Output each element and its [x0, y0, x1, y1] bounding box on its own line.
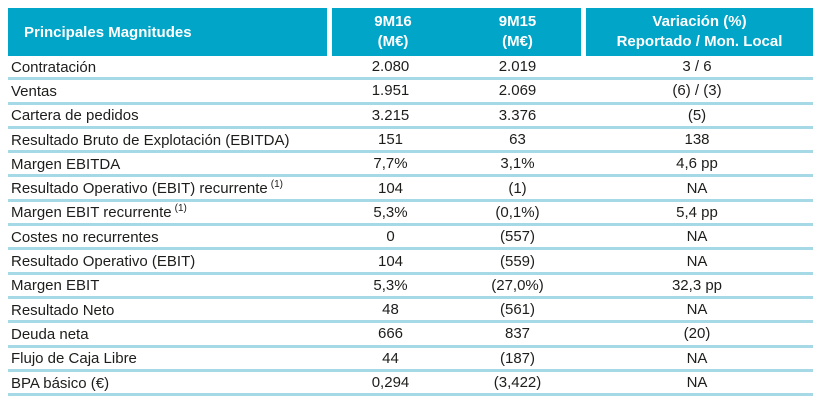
- value-9m16: 5,3%: [327, 202, 454, 227]
- metric-label: Margen EBIT recurrente (1): [8, 202, 327, 227]
- metric-label-text: Deuda neta: [11, 325, 89, 343]
- value-9m15: 63: [454, 129, 581, 154]
- metric-label: Ventas: [8, 80, 327, 105]
- value-9m15: (557): [454, 226, 581, 251]
- metric-label-text: Margen EBIT recurrente: [11, 204, 172, 222]
- metric-label: BPA básico (€): [8, 372, 327, 397]
- table-row: Margen EBIT 5,3% (27,0%) 32,3 pp: [8, 275, 813, 299]
- table-row: Margen EBIT recurrente (1) 5,3% (0,1%) 5,…: [8, 202, 813, 227]
- table-row: Contratación 2.080 2.019 3 / 6: [8, 56, 813, 81]
- table-row: Cartera de pedidos 3.215 3.376 (5): [8, 105, 813, 129]
- value-variacion: (20): [581, 323, 813, 348]
- value-variacion: NA: [581, 372, 813, 397]
- metric-label-text: Margen EBITDA: [11, 155, 121, 173]
- value-9m15: (559): [454, 250, 581, 275]
- value-variacion: 138: [581, 129, 813, 154]
- value-9m15: (0,1%): [454, 202, 581, 227]
- metric-label: Resultado Neto: [8, 299, 327, 324]
- value-9m16: 1.951: [327, 80, 454, 105]
- value-9m15: 837: [454, 323, 581, 348]
- value-9m15: (1): [454, 177, 581, 202]
- metric-label-text: Margen EBIT: [11, 277, 100, 295]
- value-9m16: 3.215: [327, 105, 454, 129]
- value-9m16: 0: [327, 226, 454, 251]
- value-9m15: 3.376: [454, 105, 581, 129]
- value-9m15: 2.069: [454, 80, 581, 105]
- value-9m15: (3,422): [454, 372, 581, 397]
- metric-label: Resultado Operativo (EBIT): [8, 250, 327, 275]
- value-9m16: 7,7%: [327, 153, 454, 178]
- metric-label-text: Contratación: [11, 58, 97, 76]
- value-variacion: NA: [581, 177, 813, 202]
- value-variacion: 4,6 pp: [581, 153, 813, 178]
- value-9m16: 104: [327, 177, 454, 202]
- value-9m15: (561): [454, 299, 581, 324]
- footnote-marker: (1): [174, 203, 187, 215]
- header-variacion-subtitle: Reportado / Mon. Local: [616, 33, 783, 50]
- value-9m16: 2.080: [327, 56, 454, 81]
- financial-results-table: Principales Magnitudes 9M16 (M€) 9M15 (M…: [8, 8, 813, 397]
- header-variacion: Variación (%) Reportado / Mon. Local: [581, 8, 813, 56]
- metric-label-text: Cartera de pedidos: [11, 107, 139, 125]
- header-9m15: 9M15 (M€): [454, 8, 581, 56]
- value-variacion: NA: [581, 226, 813, 251]
- metric-label-text: Resultado Operativo (EBIT): [11, 253, 196, 271]
- metric-label: Deuda neta: [8, 323, 327, 348]
- metric-label: Resultado Operativo (EBIT) recurrente (1): [8, 177, 327, 202]
- table-row: Deuda neta 666 837 (20): [8, 323, 813, 348]
- value-9m15: 2.019: [454, 56, 581, 81]
- table-row: Resultado Bruto de Explotación (EBITDA) …: [8, 129, 813, 154]
- metric-label: Cartera de pedidos: [8, 105, 327, 129]
- metric-label: Contratación: [8, 56, 327, 81]
- metric-label: Flujo de Caja Libre: [8, 348, 327, 372]
- value-9m16: 104: [327, 250, 454, 275]
- metric-label-text: Resultado Neto: [11, 301, 115, 319]
- value-9m16: 666: [327, 323, 454, 348]
- value-9m15: (27,0%): [454, 275, 581, 299]
- metric-label-text: Flujo de Caja Libre: [11, 350, 137, 368]
- value-9m16: 5,3%: [327, 275, 454, 299]
- table-row: Resultado Operativo (EBIT) 104 (559) NA: [8, 250, 813, 275]
- value-9m16: 44: [327, 348, 454, 372]
- value-variacion: 32,3 pp: [581, 275, 813, 299]
- value-variacion: NA: [581, 250, 813, 275]
- value-9m15: (187): [454, 348, 581, 372]
- metric-label-text: Ventas: [11, 82, 57, 100]
- value-variacion: NA: [581, 299, 813, 324]
- footnote-marker: (1): [270, 179, 284, 191]
- metric-label-text: Resultado Bruto de Explotación (EBITDA): [11, 131, 290, 149]
- header-period-9m15: 9M15: [498, 13, 537, 30]
- header-variacion-title: Variación (%): [652, 13, 747, 30]
- metric-label: Margen EBIT: [8, 275, 327, 299]
- table-row: Resultado Operativo (EBIT) recurrente (1)…: [8, 177, 813, 202]
- table-header-row: Principales Magnitudes 9M16 (M€) 9M15 (M…: [8, 8, 813, 56]
- value-9m16: 0,294: [327, 372, 454, 397]
- value-9m15: 3,1%: [454, 153, 581, 178]
- table-row: Ventas 1.951 2.069 (6) / (3): [8, 80, 813, 105]
- header-unit-9m15: (M€): [502, 33, 533, 50]
- table-row: Margen EBITDA 7,7% 3,1% 4,6 pp: [8, 153, 813, 178]
- value-variacion: NA: [581, 348, 813, 372]
- metric-label-text: BPA básico (€): [11, 374, 110, 392]
- value-variacion: (6) / (3): [581, 80, 813, 105]
- metric-label: Margen EBITDA: [8, 153, 327, 178]
- value-variacion: (5): [581, 105, 813, 129]
- header-principales-magnitudes: Principales Magnitudes: [8, 8, 327, 56]
- header-unit-9m16: (M€): [377, 33, 409, 50]
- value-variacion: 3 / 6: [581, 56, 813, 81]
- value-variacion: 5,4 pp: [581, 202, 813, 227]
- metric-label-text: Resultado Operativo (EBIT) recurrente: [11, 180, 268, 198]
- metric-label: Resultado Bruto de Explotación (EBITDA): [8, 129, 327, 154]
- table-row: BPA básico (€) 0,294 (3,422) NA: [8, 372, 813, 397]
- metric-label: Costes no recurrentes: [8, 226, 327, 251]
- metric-label-text: Costes no recurrentes: [11, 228, 159, 246]
- table-row: Flujo de Caja Libre 44 (187) NA: [8, 348, 813, 372]
- table-row: Resultado Neto 48 (561) NA: [8, 299, 813, 324]
- value-9m16: 151: [327, 129, 454, 154]
- table-row: Costes no recurrentes 0 (557) NA: [8, 226, 813, 251]
- header-period-9m16: 9M16: [374, 13, 412, 30]
- value-9m16: 48: [327, 299, 454, 324]
- header-9m16: 9M16 (M€): [327, 8, 454, 56]
